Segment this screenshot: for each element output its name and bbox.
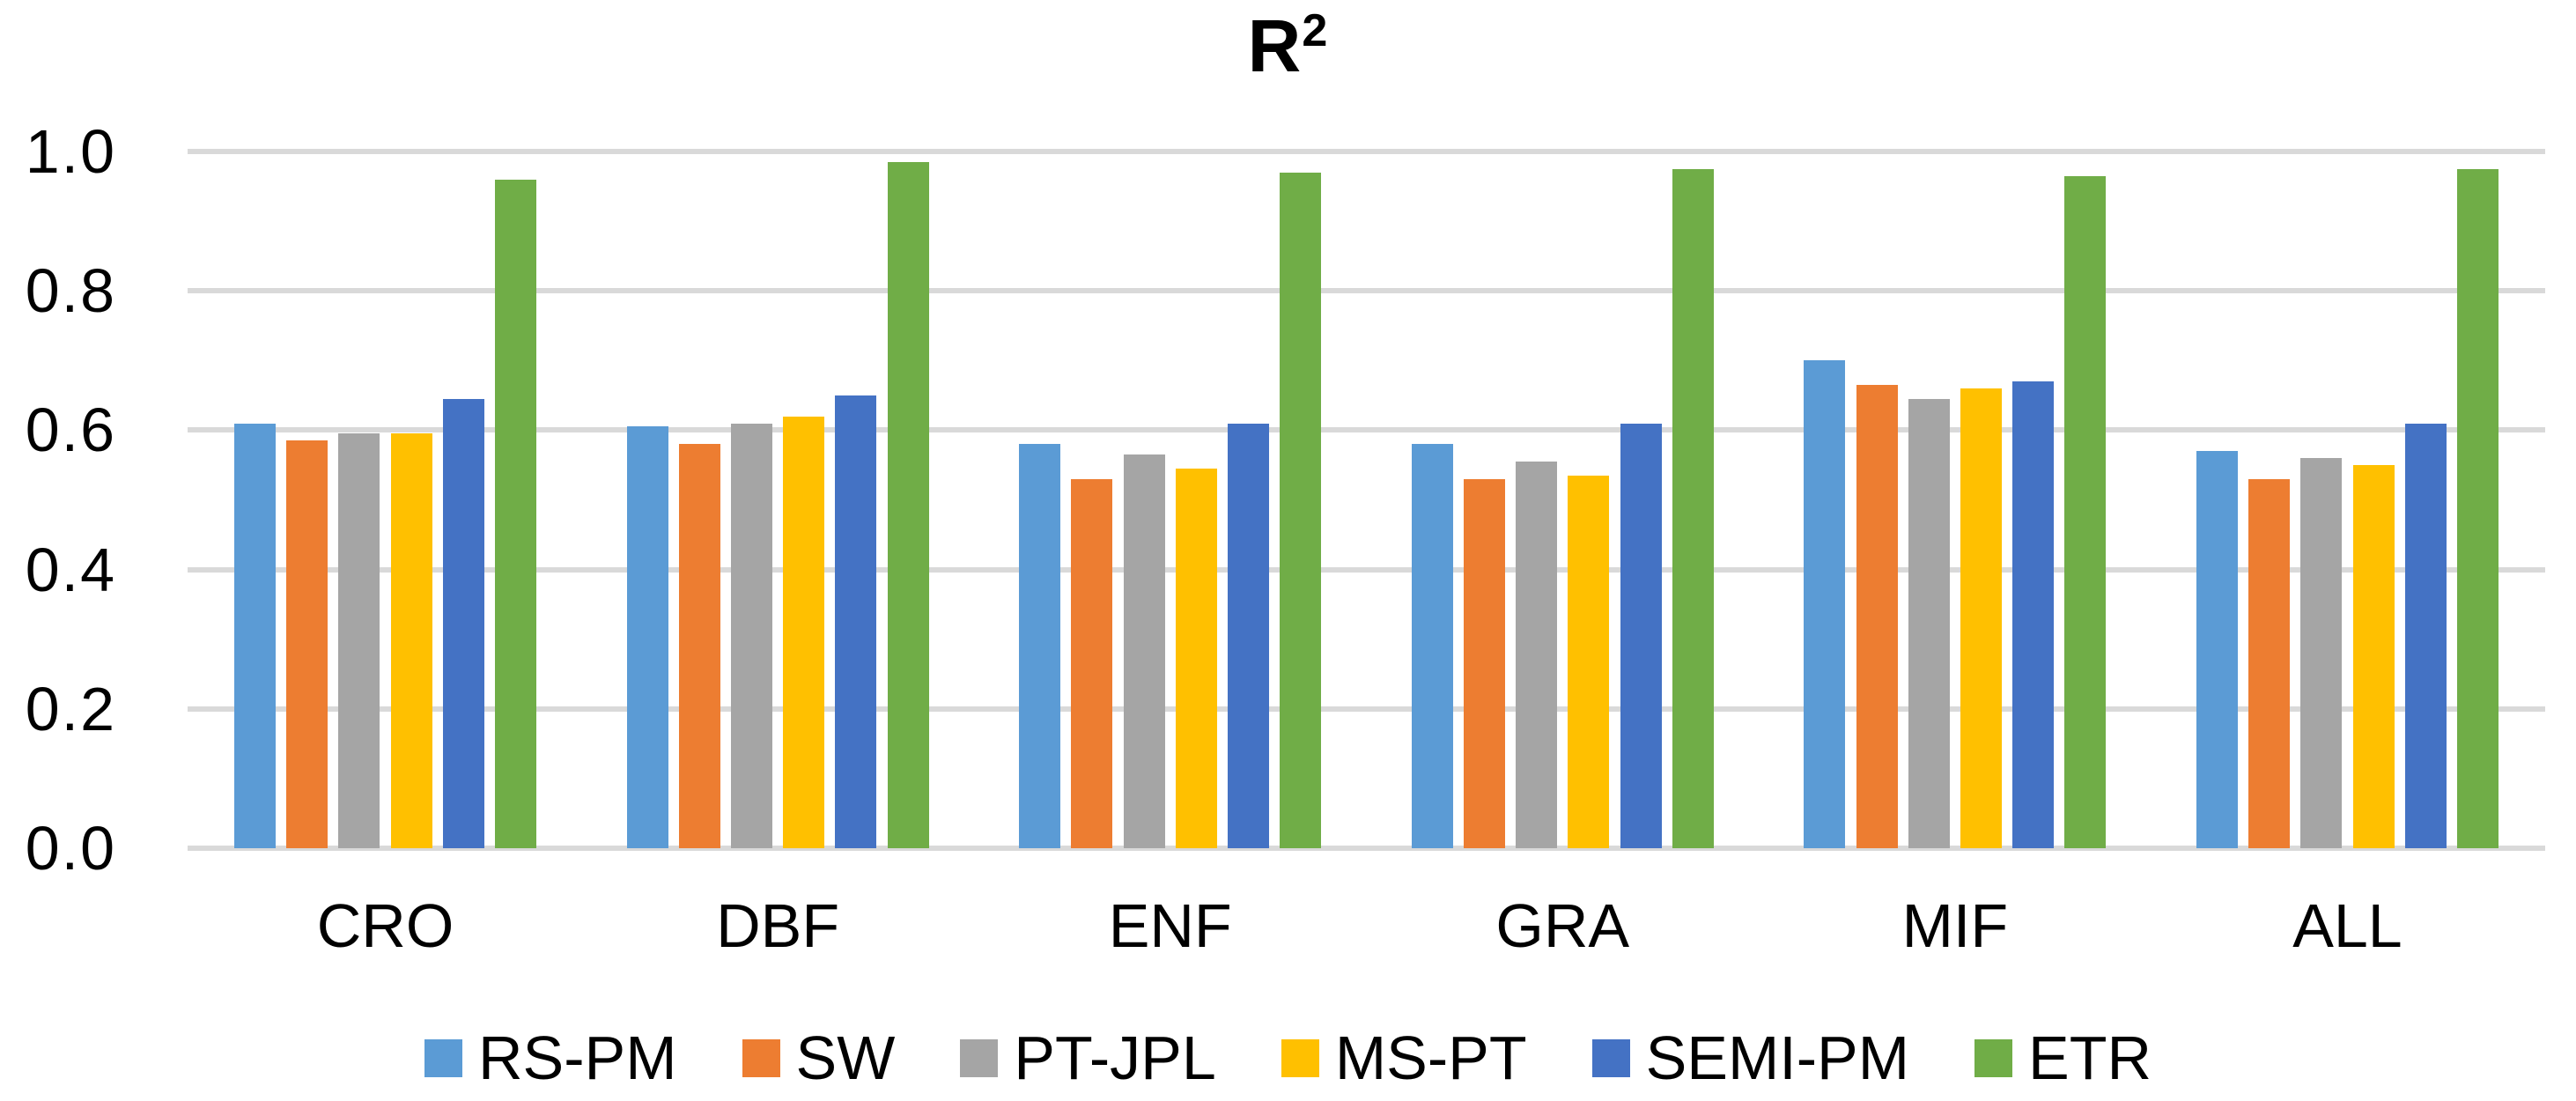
bar-MS-PT-DBF bbox=[783, 416, 825, 848]
bar-group-MIF: MIF bbox=[1804, 151, 2107, 960]
x-axis-label-ENF: ENF bbox=[1108, 891, 1232, 960]
x-axis-label-DBF: DBF bbox=[716, 891, 840, 960]
bar-ETR-ALL bbox=[2456, 168, 2498, 848]
legend-label-MS-PT: MS-PT bbox=[1334, 1023, 1527, 1092]
bar-ETR-ENF bbox=[1280, 172, 1322, 848]
gridline-0.2 bbox=[188, 706, 2545, 712]
legend-label-RS-PM: RS-PM bbox=[477, 1023, 677, 1092]
bar-MS-PT-ENF bbox=[1175, 468, 1217, 848]
bar-PT-JPL-MIF bbox=[1908, 398, 1950, 848]
bar-SEMI-PM-ALL bbox=[2404, 423, 2447, 848]
y-tick-label-0.6: 0.6 bbox=[25, 395, 116, 465]
bar-PT-JPL-DBF bbox=[730, 423, 772, 848]
bar-RS-PM-DBF bbox=[626, 426, 668, 848]
bar-MS-PT-MIF bbox=[1960, 388, 2002, 848]
gridline-0.4 bbox=[188, 566, 2545, 573]
bar-groups: CRO DBF ENF GRA MIF ALL bbox=[188, 151, 2545, 960]
legend-swatch-RS-PM bbox=[424, 1038, 462, 1077]
chart-title-superscript: 2 bbox=[1302, 5, 1329, 56]
y-tick-label-0.4: 0.4 bbox=[25, 535, 116, 604]
bar-ETR-CRO bbox=[494, 179, 536, 848]
legend-swatch-SW bbox=[742, 1038, 780, 1077]
bar-SEMI-PM-DBF bbox=[835, 395, 877, 848]
y-tick-label-1.0: 1.0 bbox=[25, 117, 116, 186]
bar-PT-JPL-CRO bbox=[338, 433, 380, 848]
bar-RS-PM-MIF bbox=[1804, 360, 1846, 848]
bar-SW-CRO bbox=[286, 440, 328, 848]
gridline-1.0 bbox=[188, 149, 2545, 154]
x-axis-label-ALL: ALL bbox=[2292, 891, 2403, 960]
legend-swatch-ETR bbox=[1974, 1038, 2013, 1077]
bar-SW-MIF bbox=[1856, 385, 1898, 848]
legend-item-PT-JPL: PT-JPL bbox=[960, 1027, 1216, 1089]
legend-swatch-MS-PT bbox=[1281, 1038, 1319, 1077]
bar-SW-ENF bbox=[1071, 478, 1113, 848]
bar-MS-PT-GRA bbox=[1568, 475, 1610, 848]
bar-SEMI-PM-MIF bbox=[2012, 381, 2055, 848]
bar-SEMI-PM-ENF bbox=[1227, 423, 1269, 848]
x-axis-label-CRO: CRO bbox=[316, 891, 454, 960]
legend: RS-PM SW PT-JPL MS-PT SEMI-PM ETR bbox=[0, 1027, 2576, 1089]
bar-PT-JPL-GRA bbox=[1516, 462, 1558, 848]
bar-ETR-MIF bbox=[2064, 175, 2107, 848]
bar-ETR-GRA bbox=[1672, 168, 1714, 848]
legend-swatch-PT-JPL bbox=[960, 1038, 999, 1077]
x-axis-label-MIF: MIF bbox=[1901, 891, 2009, 960]
gridline-0.6 bbox=[188, 427, 2545, 433]
gridline-0.0 bbox=[188, 846, 2545, 851]
gridline-0.8 bbox=[188, 288, 2545, 294]
y-tick-label-0.8: 0.8 bbox=[25, 256, 116, 326]
chart-title-text: R bbox=[1247, 4, 1303, 87]
bar-MS-PT-CRO bbox=[390, 433, 432, 848]
y-tick-label-0.2: 0.2 bbox=[25, 674, 116, 743]
legend-item-SEMI-PM: SEMI-PM bbox=[1591, 1023, 1910, 1092]
bar-PT-JPL-ALL bbox=[2300, 458, 2343, 848]
bar-RS-PM-GRA bbox=[1411, 444, 1453, 848]
bar-SW-GRA bbox=[1463, 478, 1505, 848]
legend-label-ETR: ETR bbox=[2028, 1023, 2152, 1092]
legend-swatch-SEMI-PM bbox=[1591, 1038, 1630, 1077]
y-tick-label-0.0: 0.0 bbox=[25, 814, 116, 883]
bar-SW-DBF bbox=[678, 444, 720, 848]
legend-item-MS-PT: MS-PT bbox=[1281, 1027, 1527, 1089]
legend-label-SW: SW bbox=[795, 1023, 896, 1092]
bar-SEMI-PM-GRA bbox=[1620, 423, 1662, 848]
bar-PT-JPL-ENF bbox=[1123, 454, 1165, 848]
legend-label-SEMI-PM: SEMI-PM bbox=[1645, 1023, 1910, 1092]
bar-SEMI-PM-CRO bbox=[442, 398, 484, 848]
bar-group-GRA: GRA bbox=[1411, 151, 1714, 960]
bar-group-ENF: ENF bbox=[1019, 151, 1322, 960]
bar-ETR-DBF bbox=[887, 161, 929, 848]
bar-MS-PT-ALL bbox=[2352, 464, 2395, 848]
legend-label-PT-JPL: PT-JPL bbox=[1014, 1023, 1216, 1092]
x-axis-label-GRA: GRA bbox=[1495, 891, 1630, 960]
bar-RS-PM-ENF bbox=[1019, 444, 1061, 848]
bar-RS-PM-CRO bbox=[234, 423, 276, 848]
chart-title: R2 bbox=[0, 2, 2576, 91]
bar-group-CRO: CRO bbox=[234, 151, 536, 960]
legend-item-ETR: ETR bbox=[1974, 1027, 2152, 1089]
bar-RS-PM-ALL bbox=[2196, 451, 2238, 848]
bar-SW-ALL bbox=[2248, 478, 2291, 848]
bar-group-ALL: ALL bbox=[2196, 151, 2498, 960]
bar-group-DBF: DBF bbox=[626, 151, 929, 960]
plot-area: 1.0 0.8 0.6 0.4 0.2 0.0 CRO DBF ENF GRA MIF ALL bbox=[26, 121, 2545, 960]
legend-item-RS-PM: RS-PM bbox=[424, 1027, 677, 1089]
legend-item-SW: SW bbox=[742, 1023, 896, 1092]
